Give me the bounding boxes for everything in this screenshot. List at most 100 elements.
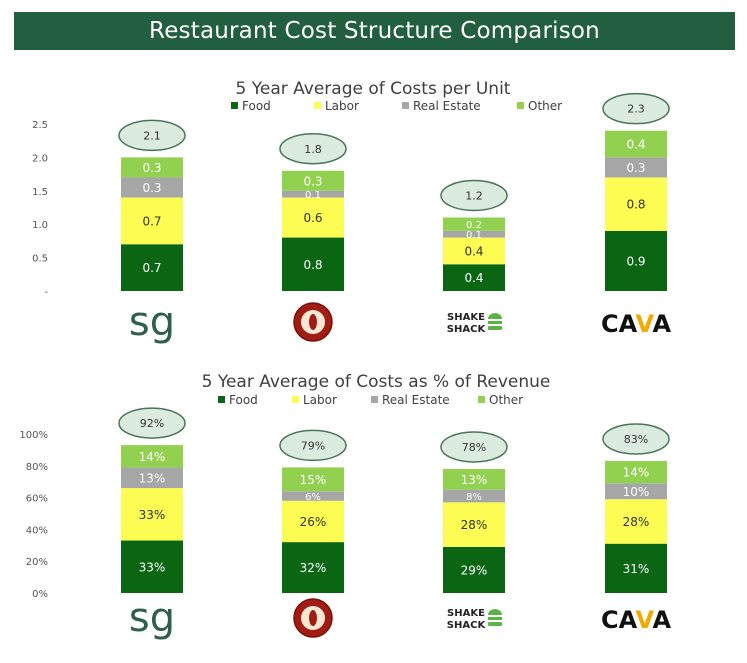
chart2-data-label: 33% <box>139 560 166 574</box>
chart1-ytick-label: 2.5 <box>32 120 48 131</box>
chart2-bar-segment <box>605 543 667 593</box>
chart1-data-label: 0.8 <box>626 198 645 212</box>
burger-bun-top-icon <box>488 609 502 615</box>
chart1-bar-segment <box>605 157 667 178</box>
chart1-data-label: 0.3 <box>626 161 645 175</box>
chart1-legend-swatch-2 <box>402 102 409 109</box>
chart1-legend-label-3: Other <box>528 99 562 113</box>
chart2-ytick-label: 100% <box>19 430 48 441</box>
chart2-data-label: 14% <box>139 450 166 464</box>
chart1-data-label: 0.3 <box>303 174 322 188</box>
sweetgreen-logo: sg <box>129 595 175 641</box>
chart2-total-bubble <box>279 429 347 462</box>
chart1-ytick-label: 1.5 <box>32 187 48 198</box>
chart2-data-label: 13% <box>139 471 166 485</box>
chart2-data-label: 33% <box>139 508 166 522</box>
chipotle-logo <box>293 598 333 638</box>
chart2-bar-segment <box>605 461 667 484</box>
chart1-bar-segment <box>121 197 183 245</box>
chart2-bar-segment <box>443 546 505 593</box>
chart1-data-label: 0.9 <box>626 255 645 269</box>
chart1-data-label: 0.2 <box>466 220 482 231</box>
chart2-total-label: 78% <box>462 441 486 454</box>
chart2-data-label: 31% <box>623 562 650 576</box>
sweetgreen-logo-text: sg <box>129 595 175 641</box>
burger-bun-bottom-icon <box>488 622 502 626</box>
chipotle-pepper-icon <box>309 610 317 626</box>
chart1-data-label: 0.3 <box>142 181 161 195</box>
chart2-bar-segment <box>121 445 183 468</box>
chart2-total-label: 92% <box>140 417 164 430</box>
chart2-bar-segment <box>443 502 505 547</box>
chart2-data-label: 13% <box>461 473 488 487</box>
chart2-bar-segment <box>121 467 183 489</box>
chart2-bar-segment <box>605 499 667 544</box>
chart2-bar-segment <box>121 488 183 541</box>
page-title: Restaurant Cost Structure Comparison <box>149 18 600 44</box>
cava-logo-text: CAVA <box>601 310 672 338</box>
chart1-data-label: 0.4 <box>464 244 483 258</box>
chart1-bar-segment <box>605 130 667 158</box>
chart1-total-label: 2.3 <box>627 103 645 116</box>
chart1-bar-segment <box>121 177 183 198</box>
chart2-data-label: 15% <box>300 473 327 487</box>
chart1-data-label: 0.7 <box>142 261 161 275</box>
chart1-legend-swatch-0 <box>231 102 238 109</box>
chart1-bar-segment <box>282 197 344 238</box>
chart1-title: 5 Year Average of Costs per Unit <box>236 79 511 99</box>
chart2-bar-segment <box>282 467 344 492</box>
burger-bun-bottom-icon <box>488 326 502 330</box>
chart2-legend-swatch-0 <box>218 396 225 403</box>
chart2-data-label: 8% <box>466 492 482 503</box>
chart2-data-label: 26% <box>300 515 327 529</box>
chart2-ytick-label: 80% <box>26 462 48 473</box>
chart1-bar-segment <box>121 157 183 178</box>
chart2-legend-label-0: Food <box>229 393 258 407</box>
burger-patty-icon <box>488 617 502 620</box>
chart2-data-label: 10% <box>623 485 650 499</box>
chart2-title: 5 Year Average of Costs as % of Revenue <box>202 372 551 392</box>
chart1-bar-segment <box>443 237 505 265</box>
chart2-bar-segment <box>282 500 344 543</box>
chart1-legend-label-0: Food <box>242 99 271 113</box>
chart2-total-label: 79% <box>301 439 325 452</box>
chart2-bar-segment <box>121 540 183 593</box>
chart2-data-label: 32% <box>300 561 327 575</box>
chart2-data-label: 29% <box>461 564 488 578</box>
chart1-bar-segment <box>605 177 667 231</box>
chart1-bar-segment <box>605 230 667 291</box>
chart1-data-label: 0.8 <box>303 258 322 272</box>
chart1-ytick-label: 2.0 <box>32 153 48 164</box>
chart1-legend-label-2: Real Estate <box>413 99 481 113</box>
chart2-data-label: 28% <box>461 518 488 532</box>
chart1-data-label: 0.1 <box>466 230 482 241</box>
cava-logo: CAVA <box>601 310 672 338</box>
chart2-legend-swatch-1 <box>292 396 299 403</box>
chart2-ytick-label: 40% <box>26 525 48 536</box>
chart2-legend-swatch-2 <box>371 396 378 403</box>
chart1-bar-segment <box>282 237 344 291</box>
shake-shack-logo-line2: SHACK <box>447 324 487 335</box>
chart1-bar-segment <box>282 190 344 198</box>
chart1-data-label: 0.6 <box>303 211 322 225</box>
chart2-bar-segment <box>282 542 344 593</box>
cava-logo-text: CAVA <box>601 606 672 634</box>
chart2-ytick-label: 0% <box>32 589 48 600</box>
chipotle-logo <box>293 302 333 342</box>
chart1-total-bubble <box>118 119 186 152</box>
chart2-data-label: 6% <box>305 492 321 503</box>
burger-bun-top-icon <box>488 313 502 319</box>
chart1-total-label: 1.2 <box>465 190 483 203</box>
chart1-total-bubble <box>440 179 508 212</box>
chart1-legend-swatch-3 <box>517 102 524 109</box>
chart2-total-label: 83% <box>624 433 648 446</box>
chart2-ytick-label: 20% <box>26 557 48 568</box>
chart2-bar-segment <box>605 483 667 500</box>
chart2-legend-label-1: Labor <box>303 393 337 407</box>
chart1-data-label: 0.3 <box>142 161 161 175</box>
shake-shack-logo-line1: SHAKE <box>447 312 485 323</box>
chart1-ytick-label: 0.5 <box>32 254 48 265</box>
chart1-ytick-label: 1.0 <box>32 220 48 231</box>
